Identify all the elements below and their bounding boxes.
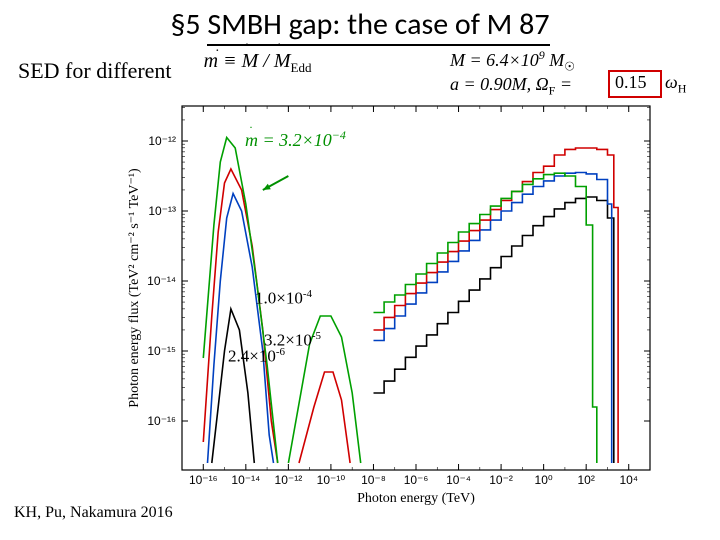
annot2-sup: -5 (312, 330, 321, 342)
svg-text:10⁻¹⁶: 10⁻¹⁶ (189, 473, 218, 487)
svg-text:10⁻⁶: 10⁻⁶ (404, 473, 429, 487)
eqn-spin: a = 0.90M, ΩF = (450, 74, 572, 99)
eqn-mass-rhs: M (545, 50, 565, 70)
annot1-text: 1.0×10 (255, 289, 303, 308)
svg-text:10⁻¹⁴: 10⁻¹⁴ (147, 274, 176, 288)
eqn-mdot-def: · m ≡ ·M / ·MEdd (200, 50, 317, 76)
annot1-sup: -4 (303, 288, 312, 300)
sed-plot: 10⁻¹⁶ 10⁻¹⁵ 10⁻¹⁴ 10⁻¹³ 10⁻¹² 10⁻¹⁶ 10⁻¹⁴ 10⁻¹²… (120, 98, 660, 510)
svg-text:10⁻¹⁶: 10⁻¹⁶ (147, 414, 176, 428)
eqn-mdot-body: m ≡ ·M / ·MEdd (204, 50, 312, 72)
svg-text:Photon energy (TeV): Photon energy (TeV) (357, 491, 475, 506)
svg-text:10⁻⁸: 10⁻⁸ (361, 473, 386, 487)
eqn-spin-tail-sym: ω (665, 72, 678, 92)
eqn-mass-lhs: M = 6.4×10 (450, 50, 539, 70)
svg-text:10⁰: 10⁰ (535, 473, 553, 487)
annot3-sup: -6 (276, 346, 285, 358)
eqn-mass-sub: ☉ (564, 60, 575, 74)
svg-text:10⁻¹⁴: 10⁻¹⁴ (231, 473, 260, 487)
eqn-spin-mid: = (555, 74, 572, 94)
svg-text:10⁻¹⁵: 10⁻¹⁵ (147, 344, 176, 358)
slide: { "title": { "prefix": "§5", "rest": "SM… (0, 0, 720, 540)
svg-text:Photon energy flux (TeV² cm⁻²: Photon energy flux (TeV² cm⁻² s⁻¹ TeV⁻¹) (127, 168, 142, 408)
eqn-spin-lhs: a = 0.90M, Ω (450, 74, 549, 94)
svg-text:10⁻¹⁰: 10⁻¹⁰ (317, 473, 346, 487)
svg-text:10⁴: 10⁴ (619, 473, 638, 487)
eqn-spin-tail-sub: H (678, 82, 687, 96)
annot-1e-4: 1.0×10-4 (255, 288, 312, 309)
redbox (608, 70, 662, 98)
annot-2e-6: 2.4×10-6 (228, 346, 285, 367)
green-mdot-label: ·m = 3.2×10−4 (245, 128, 346, 151)
slide-title: §5 SMBH gap: the case of M 87 (0, 6, 720, 43)
title-prefix: §5 (170, 6, 200, 43)
credit: KH, Pu, Nakamura 2016 (14, 504, 173, 522)
green-mdot-sup: −4 (332, 128, 346, 142)
svg-text:10⁻¹²: 10⁻¹² (148, 134, 176, 148)
svg-text:10⁻⁴: 10⁻⁴ (446, 473, 471, 487)
annot3-text: 2.4×10 (228, 347, 276, 366)
svg-text:10⁻²: 10⁻² (489, 473, 513, 487)
eqn-mass: M = 6.4×109 M☉ (450, 48, 575, 75)
svg-text:10⁻¹³: 10⁻¹³ (148, 204, 176, 218)
svg-text:10⁻¹²: 10⁻¹² (275, 473, 303, 487)
title-rest: SMBH gap: the case of M 87 (207, 6, 549, 46)
eqn-spin-tail: ωH (665, 72, 686, 97)
svg-text:10²: 10² (578, 473, 595, 487)
subtitle: SED for different (18, 58, 172, 84)
eqn-mdot-sub: Edd (291, 60, 312, 75)
